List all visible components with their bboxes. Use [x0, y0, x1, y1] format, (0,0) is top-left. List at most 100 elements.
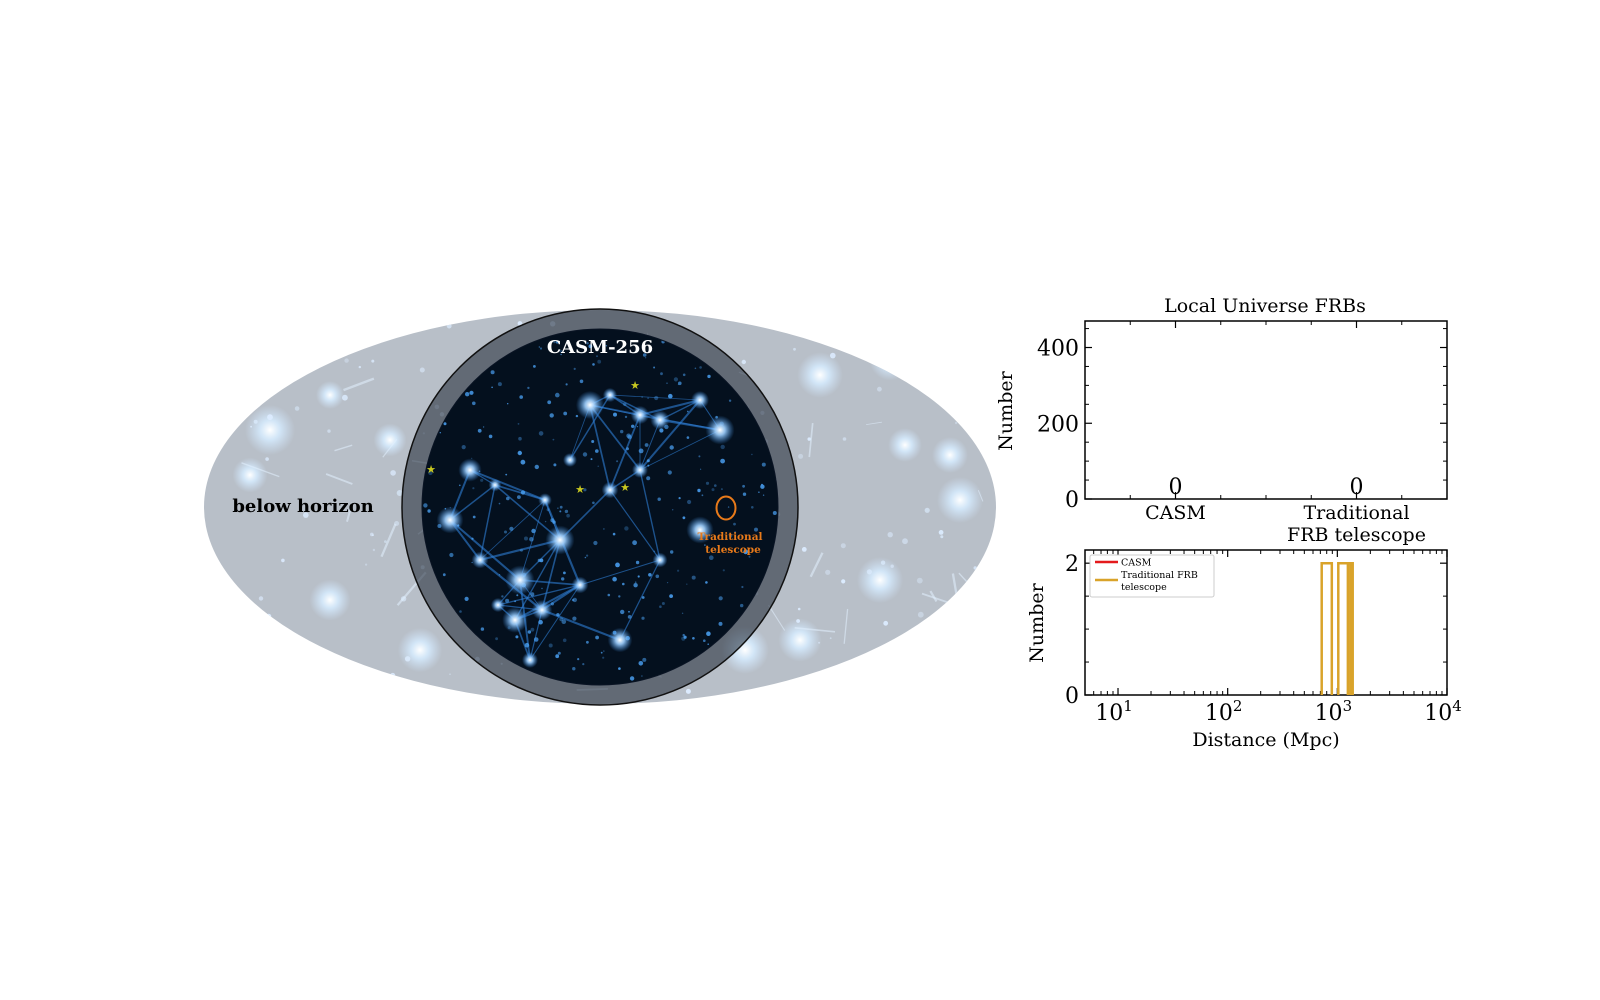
- field-speck: [533, 365, 536, 368]
- field-speck: [714, 484, 717, 487]
- sky-speck: [818, 641, 821, 644]
- field-speck: [641, 616, 645, 620]
- sky-speck: [801, 547, 807, 552]
- sky-speck: [449, 673, 451, 675]
- field-speck: [582, 452, 588, 457]
- field-speck: [681, 612, 684, 614]
- sky-speck: [303, 512, 309, 518]
- sky-map: ★ ★ ★ ★ Traditional telescope CASM-256 belo…: [204, 308, 996, 706]
- field-speck: [613, 412, 617, 417]
- sky-speck: [208, 638, 214, 644]
- sky-speck: [887, 532, 893, 538]
- field-speck: [615, 562, 620, 568]
- field-speck: [647, 464, 650, 467]
- field-speck: [559, 350, 563, 353]
- bar-category-label: FRB telescope: [1287, 524, 1426, 546]
- sky-speck: [265, 457, 269, 461]
- field-speck: [683, 635, 687, 639]
- field-speck: [709, 555, 714, 560]
- sky-filament: [809, 552, 824, 578]
- field-filament: [497, 584, 581, 606]
- field-speck: [705, 481, 710, 485]
- field-filament: [639, 399, 701, 471]
- field-speck: [647, 397, 649, 400]
- sky-speck: [985, 328, 987, 331]
- sky-speck: [917, 611, 924, 618]
- field-speck: [559, 510, 562, 513]
- field-speck: [761, 483, 763, 486]
- field-speck: [471, 537, 474, 540]
- field-speck: [644, 443, 649, 447]
- sky-speck: [326, 342, 333, 349]
- field-speck: [491, 386, 493, 389]
- field-speck: [603, 650, 605, 652]
- sky-speck: [327, 674, 331, 678]
- bar-chart: Local Universe FRBs Number 0 200 400 CASM Tr…: [995, 295, 1448, 546]
- sky-speck: [365, 563, 368, 566]
- hist-bin-1-1: [1337, 561, 1350, 695]
- field-speck: [472, 401, 476, 406]
- field-speck: [520, 459, 526, 465]
- sky-filament: [380, 523, 397, 558]
- field-speck: [472, 487, 475, 490]
- sky-speck: [797, 607, 801, 611]
- sky-speck: [260, 344, 264, 348]
- field-speck: [701, 494, 704, 497]
- sky-speck: [898, 666, 903, 672]
- field-speck: [677, 569, 680, 572]
- sky-speck: [829, 637, 832, 640]
- field-speck: [517, 423, 520, 425]
- field-speck: [620, 609, 625, 615]
- field-speck: [644, 357, 647, 359]
- field-speck: [515, 635, 519, 639]
- field-speck: [449, 552, 454, 558]
- sky-speck: [404, 656, 411, 662]
- field-speck: [553, 341, 556, 344]
- field-speck: [423, 503, 428, 508]
- field-filament: [579, 559, 661, 586]
- field-knot: [545, 525, 575, 555]
- sky-speck: [294, 406, 300, 411]
- sky-speck: [741, 359, 746, 365]
- field-speck: [722, 569, 725, 572]
- field-speck: [547, 400, 552, 405]
- sky-speck: [358, 365, 361, 369]
- field-speck: [706, 631, 711, 636]
- field-speck: [628, 610, 630, 613]
- sky-speck: [274, 316, 279, 321]
- field-knot: [686, 516, 714, 544]
- sky-knot: [856, 556, 904, 604]
- field-speck: [742, 492, 747, 496]
- sky-filament: [382, 439, 398, 458]
- field-speck: [754, 527, 758, 532]
- sky-knot: [315, 380, 345, 410]
- field-knot: [471, 551, 489, 569]
- field-speck: [428, 470, 433, 476]
- field-speck: [642, 657, 647, 662]
- field-speck: [618, 667, 621, 670]
- sky-speck: [294, 672, 298, 675]
- field-speck: [667, 470, 672, 475]
- sky-filament: [968, 581, 996, 603]
- field-speck: [720, 458, 725, 464]
- field-speck: [641, 675, 643, 677]
- field-speck: [497, 382, 502, 387]
- field-speck: [573, 367, 576, 370]
- field-speck: [591, 440, 595, 443]
- field-knot: [490, 597, 506, 613]
- sky-speck: [890, 564, 894, 568]
- sky-speck: [903, 326, 910, 333]
- field-speck: [561, 619, 567, 624]
- field-speck: [659, 605, 662, 608]
- bar-chart-title: Local Universe FRBs: [1164, 295, 1366, 317]
- sky-speck: [955, 693, 959, 697]
- sky-filament: [343, 377, 375, 392]
- field-speck: [758, 491, 760, 494]
- field-speck: [616, 460, 619, 463]
- field-speck: [480, 627, 485, 631]
- field-speck: [562, 638, 567, 643]
- field-speck: [555, 340, 559, 344]
- field-speck: [612, 576, 617, 582]
- bar-chart-ylabel: Number: [995, 370, 1017, 450]
- field-speck: [586, 554, 589, 557]
